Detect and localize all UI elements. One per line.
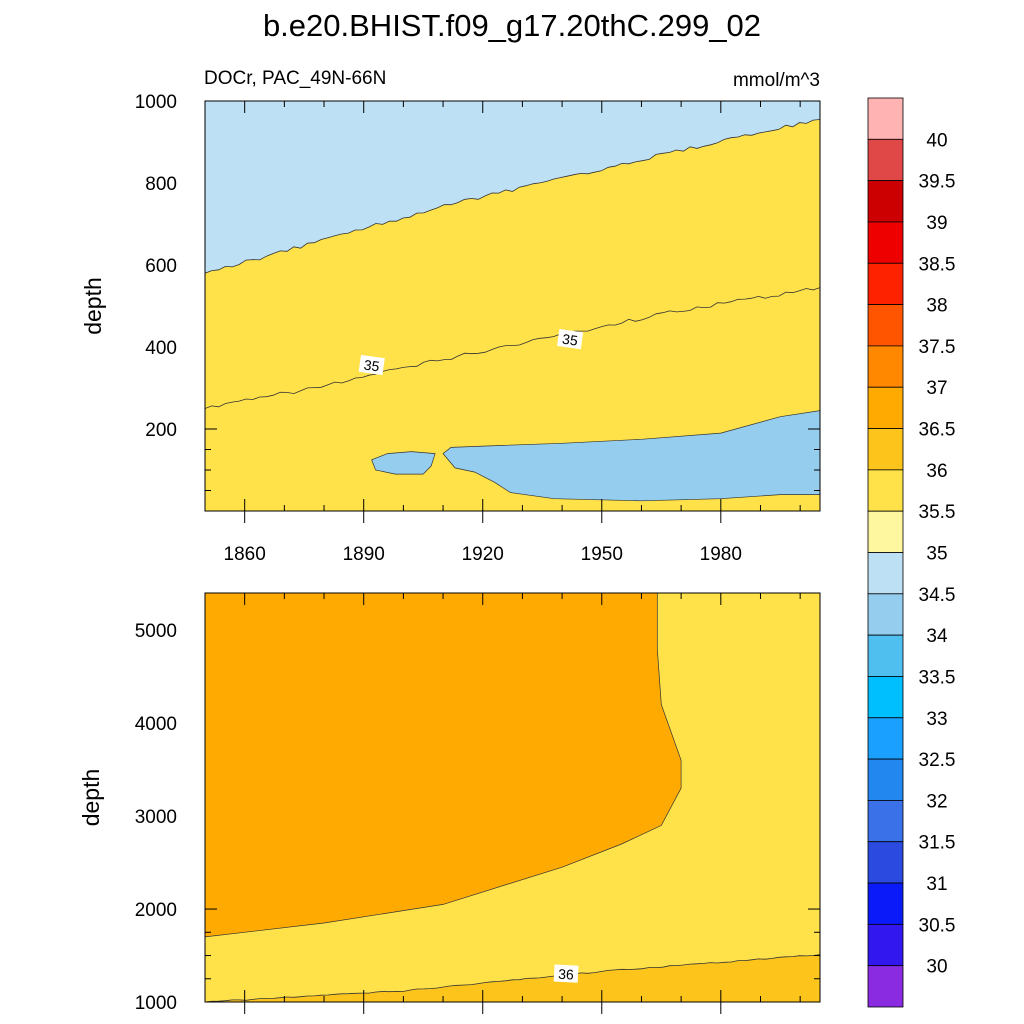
colorbar-label-6: 37 [926,378,947,399]
colorbar-swatch-4 [867,262,904,305]
upper-contour-label-0: 35 [358,354,385,376]
colorbar-swatch-21 [867,965,904,1008]
colorbar-swatch-19 [867,882,904,925]
colorbar-label-14: 33 [926,709,947,730]
colorbar-swatch-7 [867,386,904,429]
colorbar-swatch-6 [867,345,904,388]
lower-panel: 36 1000 2000 3000 4000 5000 depth [78,592,821,1014]
lower-frame [204,592,821,1003]
upper-ytick-label-1: 400 [145,338,177,359]
colorbar-label-0: 40 [926,130,947,151]
upper-xtick-label-3: 1950 [581,544,623,565]
upper-field [205,101,820,511]
colorbar-swatch-9 [867,469,904,512]
lower-ytick-label-3: 4000 [135,714,177,735]
lower-field [205,593,820,1002]
lower-contour-label-0: 36 [553,964,579,983]
upper-panel: 35 35 200 400 600 800 1000 1860 1890 1920 1950 1980… [80,92,821,565]
colorbar-label-10: 35 [926,544,947,565]
upper-xtick-label-2: 1920 [462,544,504,565]
lower-ytick-label-4: 5000 [135,621,177,642]
upper-ytick-label-2: 600 [145,256,177,277]
colorbar-label-16: 32 [926,791,947,812]
colorbar-label-1: 39.5 [919,172,956,193]
colorbar-swatch-18 [867,841,904,884]
colorbar-swatch-2 [867,180,904,223]
colorbar-swatch-3 [867,221,904,264]
colorbar-label-5: 37.5 [919,337,956,358]
lower-ytick-label-2: 3000 [135,807,177,828]
upper-contour-1 [205,119,820,274]
colorbar-swatch-20 [867,923,904,967]
colorbar-swatch-5 [867,304,904,347]
panel-subtitle-right: mmol/m^3 [733,70,820,91]
colorbar-swatch-0 [867,97,904,140]
lower-ylabel: depth [78,769,104,827]
colorbar-label-12: 34 [926,626,948,647]
colorbar-swatch-17 [867,800,904,843]
colorbar-label-9: 35.5 [919,502,956,523]
upper-patch-1 [442,410,820,502]
colorbar-swatch-8 [867,428,904,471]
colorbar-label-3: 38.5 [919,254,956,275]
colorbar-swatch-15 [867,717,904,760]
colorbar-label-4: 38 [926,296,947,317]
lower-ytick-label-1: 2000 [135,900,177,921]
svg-text:35: 35 [363,356,381,374]
upper-ylabel: depth [80,277,106,335]
upper-contour-0 [205,287,820,409]
upper-xtick-label-1: 1890 [343,544,385,565]
upper-ytick-label-0: 200 [145,420,177,441]
svg-text:35: 35 [561,331,579,349]
colorbar-label-2: 39 [926,213,947,234]
colorbar: 40 39.5 39 38.5 38 37.5 37 36.5 36 35.5 35 34.5 34 33… [867,97,956,1008]
colorbar-label-19: 30.5 [919,915,956,936]
colorbar-label-15: 32.5 [919,750,956,771]
colorbar-swatch-13 [867,634,904,677]
colorbar-swatch-12 [867,593,904,636]
colorbar-swatch-16 [867,758,904,801]
upper-patch-0 [371,451,436,475]
colorbar-swatch-11 [867,552,904,595]
upper-xtick-label-4: 1980 [700,544,742,565]
upper-xtick-label-0: 1860 [224,544,266,565]
colorbar-swatch-1 [867,138,904,182]
colorbar-label-18: 31 [926,874,947,895]
colorbar-swatch-10 [867,510,904,553]
upper-band-35-5 [205,119,820,511]
svg-text:36: 36 [558,966,575,983]
colorbar-label-13: 33.5 [919,667,956,688]
upper-ytick-label-3: 800 [145,174,177,195]
upper-contour-label-1: 35 [557,329,584,350]
chart-title: b.e20.BHIST.f09_g17.20thC.299_02 [263,8,761,43]
colorbar-label-20: 30 [926,957,947,978]
colorbar-label-17: 31.5 [919,833,956,854]
colorbar-label-7: 36.5 [919,420,956,441]
lower-ytick-label-0: 1000 [135,993,177,1014]
lower-band-36 [205,954,820,1002]
upper-ytick-label-4: 1000 [135,92,177,113]
colorbar-swatch-14 [867,676,904,719]
lower-contour-0 [205,954,820,1002]
lower-patch-0 [205,593,682,938]
panel-subtitle-left: DOCr, PAC_49N-66N [204,68,386,89]
upper-frame [204,100,821,512]
colorbar-label-8: 36 [926,461,947,482]
colorbar-label-11: 34.5 [919,585,956,606]
